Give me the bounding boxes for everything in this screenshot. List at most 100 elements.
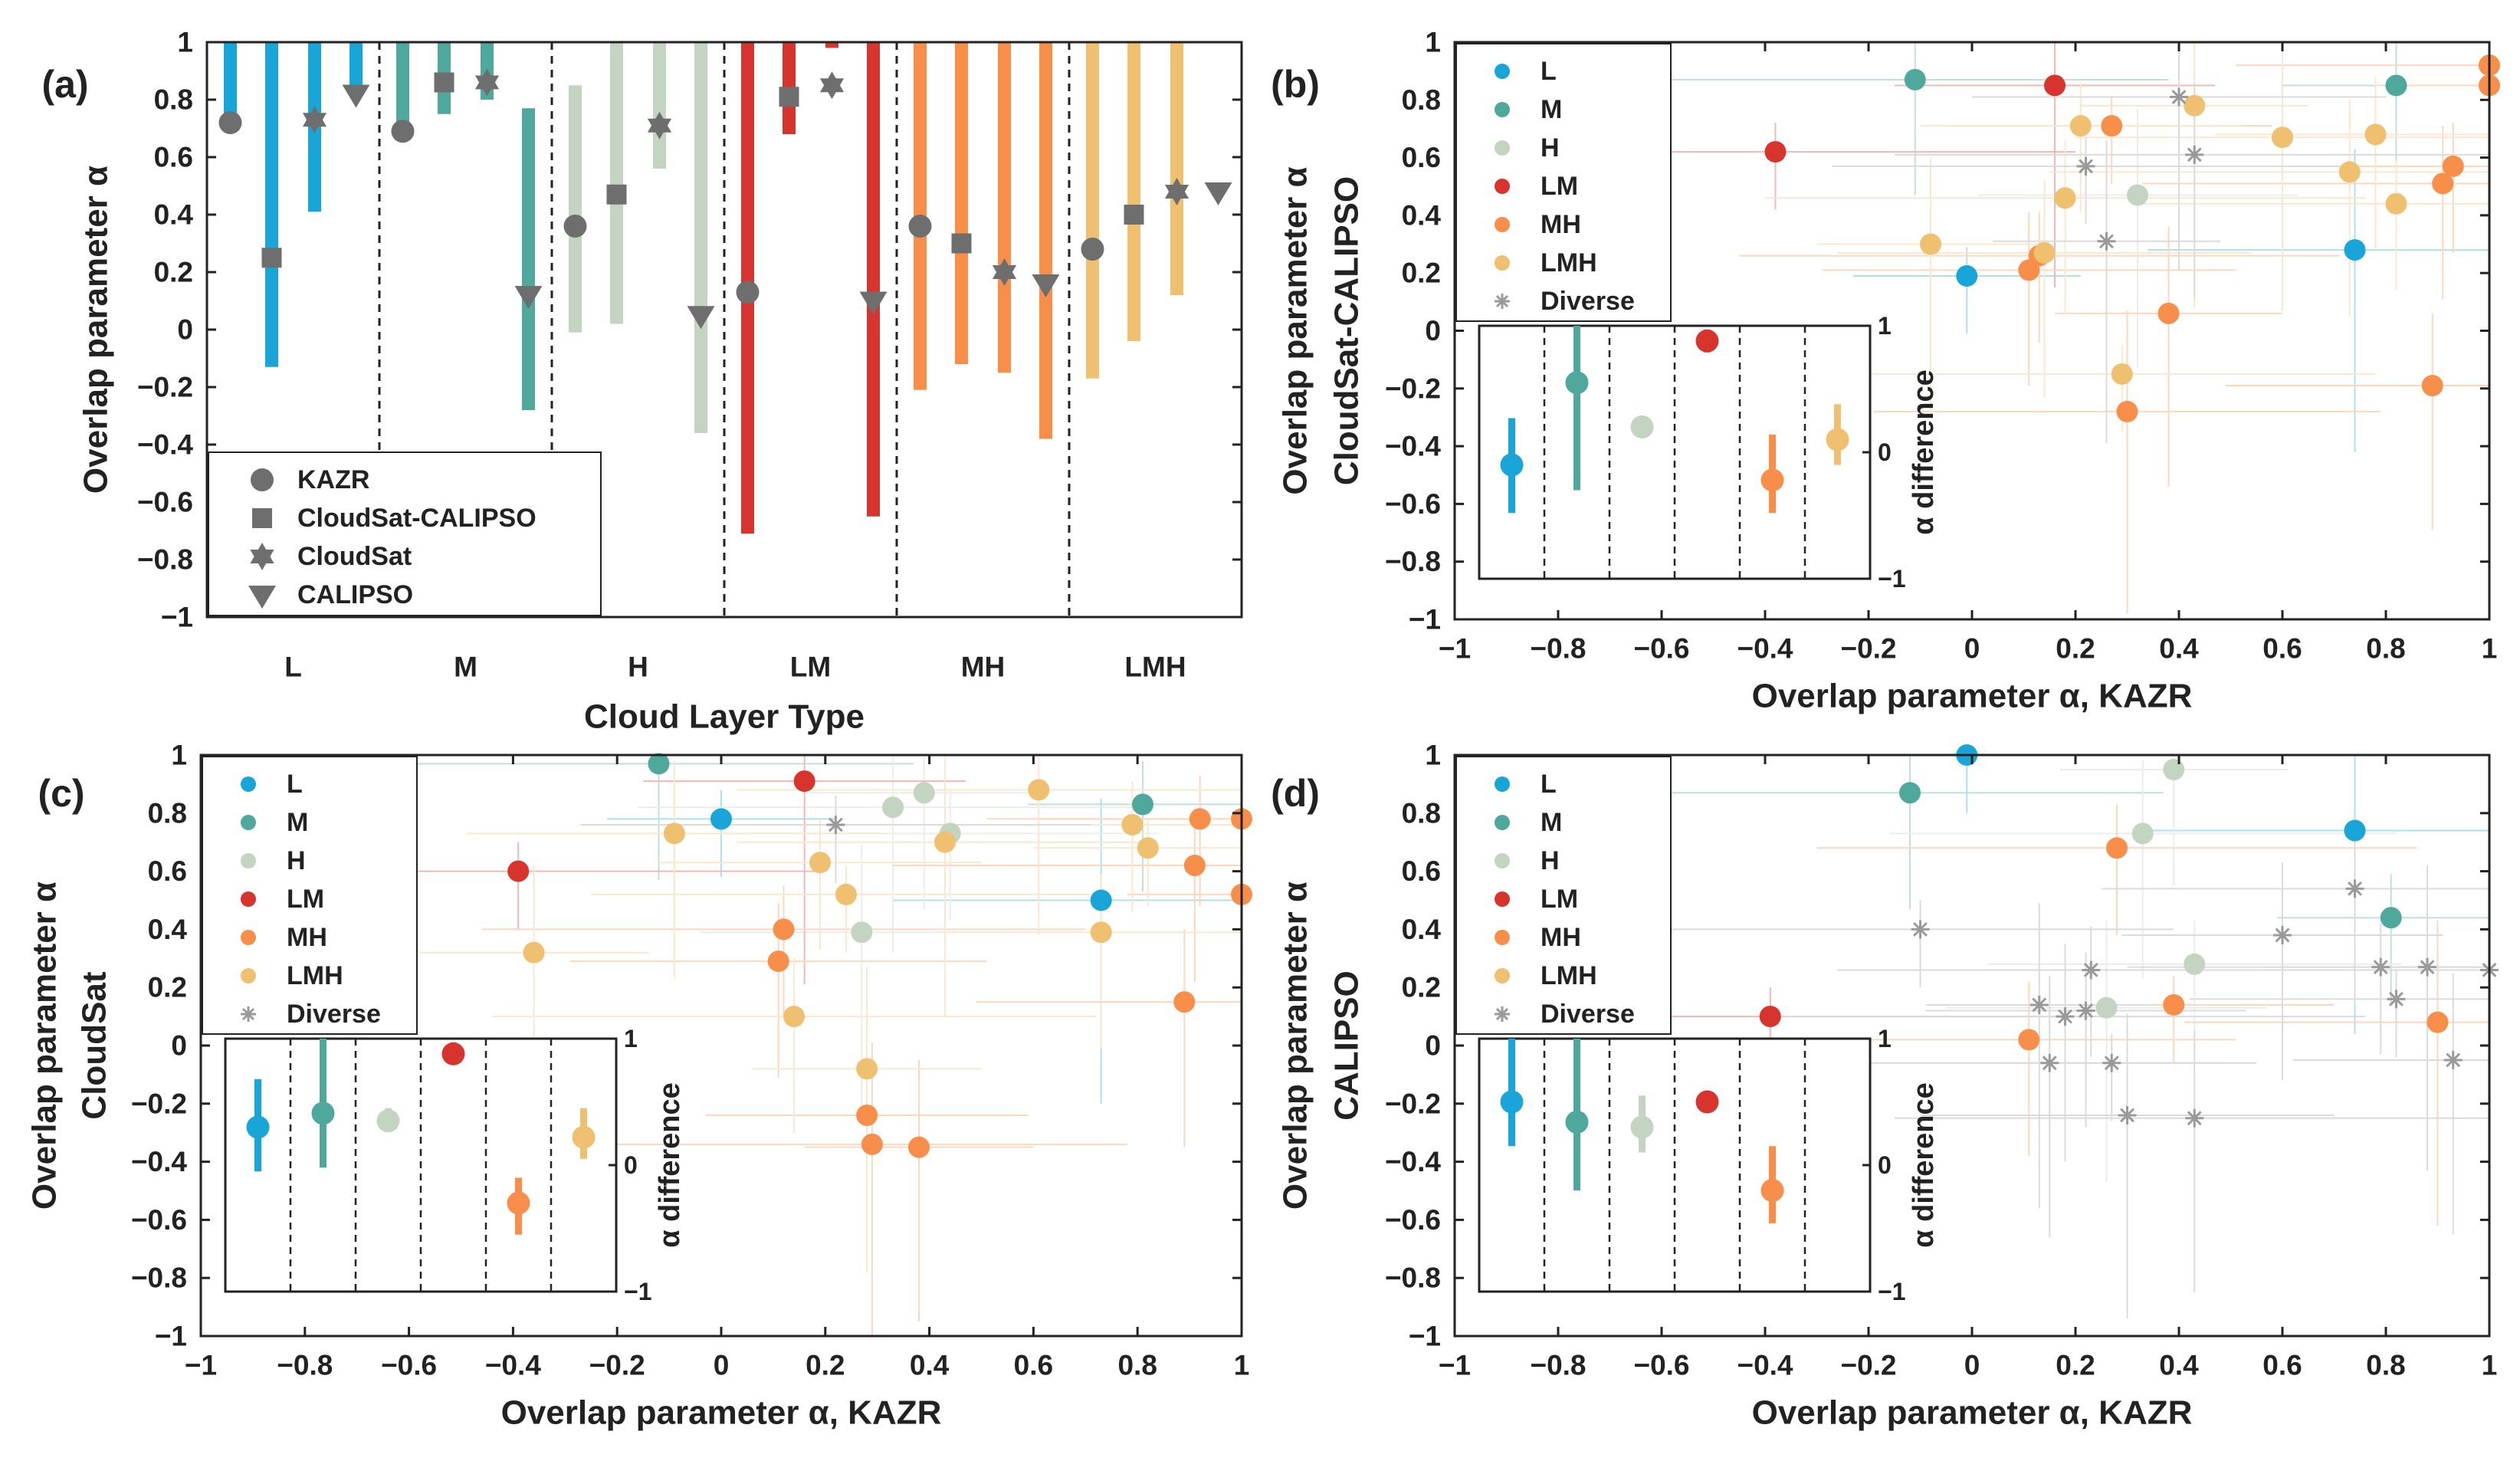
panel-b: 10.80.60.40.20−0.2−0.4−0.6−0.8−1−1 −0.8 −0… — [1271, 27, 2500, 715]
cross-part — [2420, 960, 2435, 975]
x-tick-label: −0.4 — [1737, 633, 1793, 665]
inset-mean-marker — [1760, 1179, 1784, 1202]
x-tick-label: 0.2 — [2056, 633, 2095, 665]
y-tick-label: −1 — [155, 1321, 187, 1352]
star-part — [647, 118, 672, 140]
cross-part — [2079, 1003, 2093, 1018]
y-tick-label: −0.6 — [1385, 488, 1441, 520]
legend-marker — [1495, 968, 1510, 983]
data-point — [1121, 813, 1144, 836]
legend-label: LM — [287, 885, 324, 914]
data-point — [826, 815, 845, 834]
x-tick-label: −0.4 — [1737, 1350, 1793, 1381]
data-point — [2442, 155, 2464, 177]
legend-label: M — [287, 808, 308, 837]
y-tick-label: 0.4 — [154, 199, 194, 231]
y-tick-label: −0.4 — [1385, 431, 1441, 462]
cross-part — [2083, 962, 2098, 977]
inset-mean-marker — [572, 1125, 596, 1149]
inset: 1 0 −1 α difference — [224, 1025, 686, 1305]
data-point — [1189, 808, 1211, 830]
y-tick-label: −0.8 — [131, 1262, 187, 1294]
legend-label: M — [1541, 95, 1562, 124]
legend-label: LM — [1541, 172, 1578, 201]
cross-part — [2099, 234, 2114, 249]
x-tick-label: 1 — [1234, 1350, 1250, 1381]
cross-part — [2187, 147, 2202, 163]
legend-box — [1455, 756, 1672, 1035]
data-point — [2184, 953, 2206, 975]
legend-marker — [241, 853, 256, 868]
legend-marker — [1495, 294, 1510, 309]
legend-label: M — [1541, 808, 1562, 837]
data-marker — [736, 281, 760, 304]
legend-marker — [241, 776, 256, 792]
inset-mean-marker — [441, 1042, 465, 1065]
x-tick-label: 0 — [1964, 1350, 1980, 1381]
legend-label: CloudSat-CALIPSO — [297, 504, 536, 533]
data-point — [2097, 231, 2116, 251]
legend-label: H — [1541, 133, 1560, 163]
x-tick-label: 0.8 — [2366, 633, 2405, 665]
legend-label: L — [1541, 57, 1557, 86]
data-marker — [563, 215, 587, 238]
cross-part — [2446, 1052, 2461, 1068]
x-tick-label: 0.6 — [1014, 1350, 1053, 1381]
cross-part — [2389, 991, 2404, 1006]
data-marker — [908, 215, 932, 238]
y-tick-label: −1 — [161, 602, 193, 633]
x-tick-label: −0.6 — [1633, 633, 1689, 665]
cross-part — [2042, 1056, 2057, 1071]
data-point — [1131, 793, 1153, 816]
cross-part — [2275, 927, 2290, 943]
x-tick-label: −0.8 — [277, 1350, 333, 1381]
y-tick-label: −0.6 — [131, 1204, 187, 1236]
data-point — [2040, 1053, 2059, 1072]
x-tick-label: LMH — [1124, 652, 1186, 683]
data-point — [2056, 1007, 2075, 1026]
data-point — [861, 1133, 883, 1155]
data-marker — [391, 120, 415, 143]
data-point — [783, 1006, 806, 1028]
data-point — [2387, 990, 2406, 1009]
legend-marker — [252, 508, 272, 528]
data-point — [1028, 779, 1050, 801]
legend-marker — [1495, 255, 1510, 271]
y-tick-label: −0.4 — [137, 429, 193, 461]
cross-part — [1913, 921, 1928, 937]
y-tick-label: −0.8 — [1385, 1262, 1441, 1294]
data-marker — [687, 306, 715, 330]
x-tick-label: −0.8 — [1530, 1350, 1586, 1381]
inset-mean-marker — [507, 1191, 530, 1215]
data-point — [2272, 126, 2293, 149]
legend-label: Diverse — [287, 1000, 381, 1029]
data-point — [2095, 996, 2118, 1019]
x-axis-label: Cloud Layer Type — [584, 698, 865, 736]
cross-part — [2348, 881, 2362, 896]
inset-mean-marker — [1500, 453, 1524, 477]
legend-box — [1455, 43, 1672, 322]
data-point — [2170, 87, 2188, 107]
legend-marker — [1495, 140, 1510, 156]
data-marker — [302, 106, 327, 134]
data-marker — [992, 258, 1017, 286]
inset-y-tick-label: −1 — [624, 1278, 651, 1305]
inset-mean-marker — [376, 1109, 400, 1133]
star-part — [1164, 185, 1189, 205]
x-tick-label: 0.6 — [2262, 1350, 2302, 1381]
x-tick-label: LM — [790, 652, 831, 683]
y-tick-label: 0.2 — [1402, 972, 1441, 1003]
x-tick-label: −0.6 — [1633, 1350, 1689, 1381]
data-point — [2082, 960, 2101, 980]
data-marker — [218, 111, 242, 134]
y-tick-label: 0.6 — [1402, 142, 1441, 173]
cross-part — [2187, 1111, 2202, 1126]
data-point — [507, 860, 530, 882]
data-point — [2185, 145, 2204, 164]
data-point — [2157, 302, 2180, 324]
y-tick-label: −0.2 — [131, 1088, 187, 1119]
panel-label: (a) — [41, 63, 88, 106]
legend-label: MH — [1541, 210, 1581, 239]
x-tick-label: 0.8 — [2366, 1350, 2405, 1381]
cross-part — [2079, 159, 2093, 174]
